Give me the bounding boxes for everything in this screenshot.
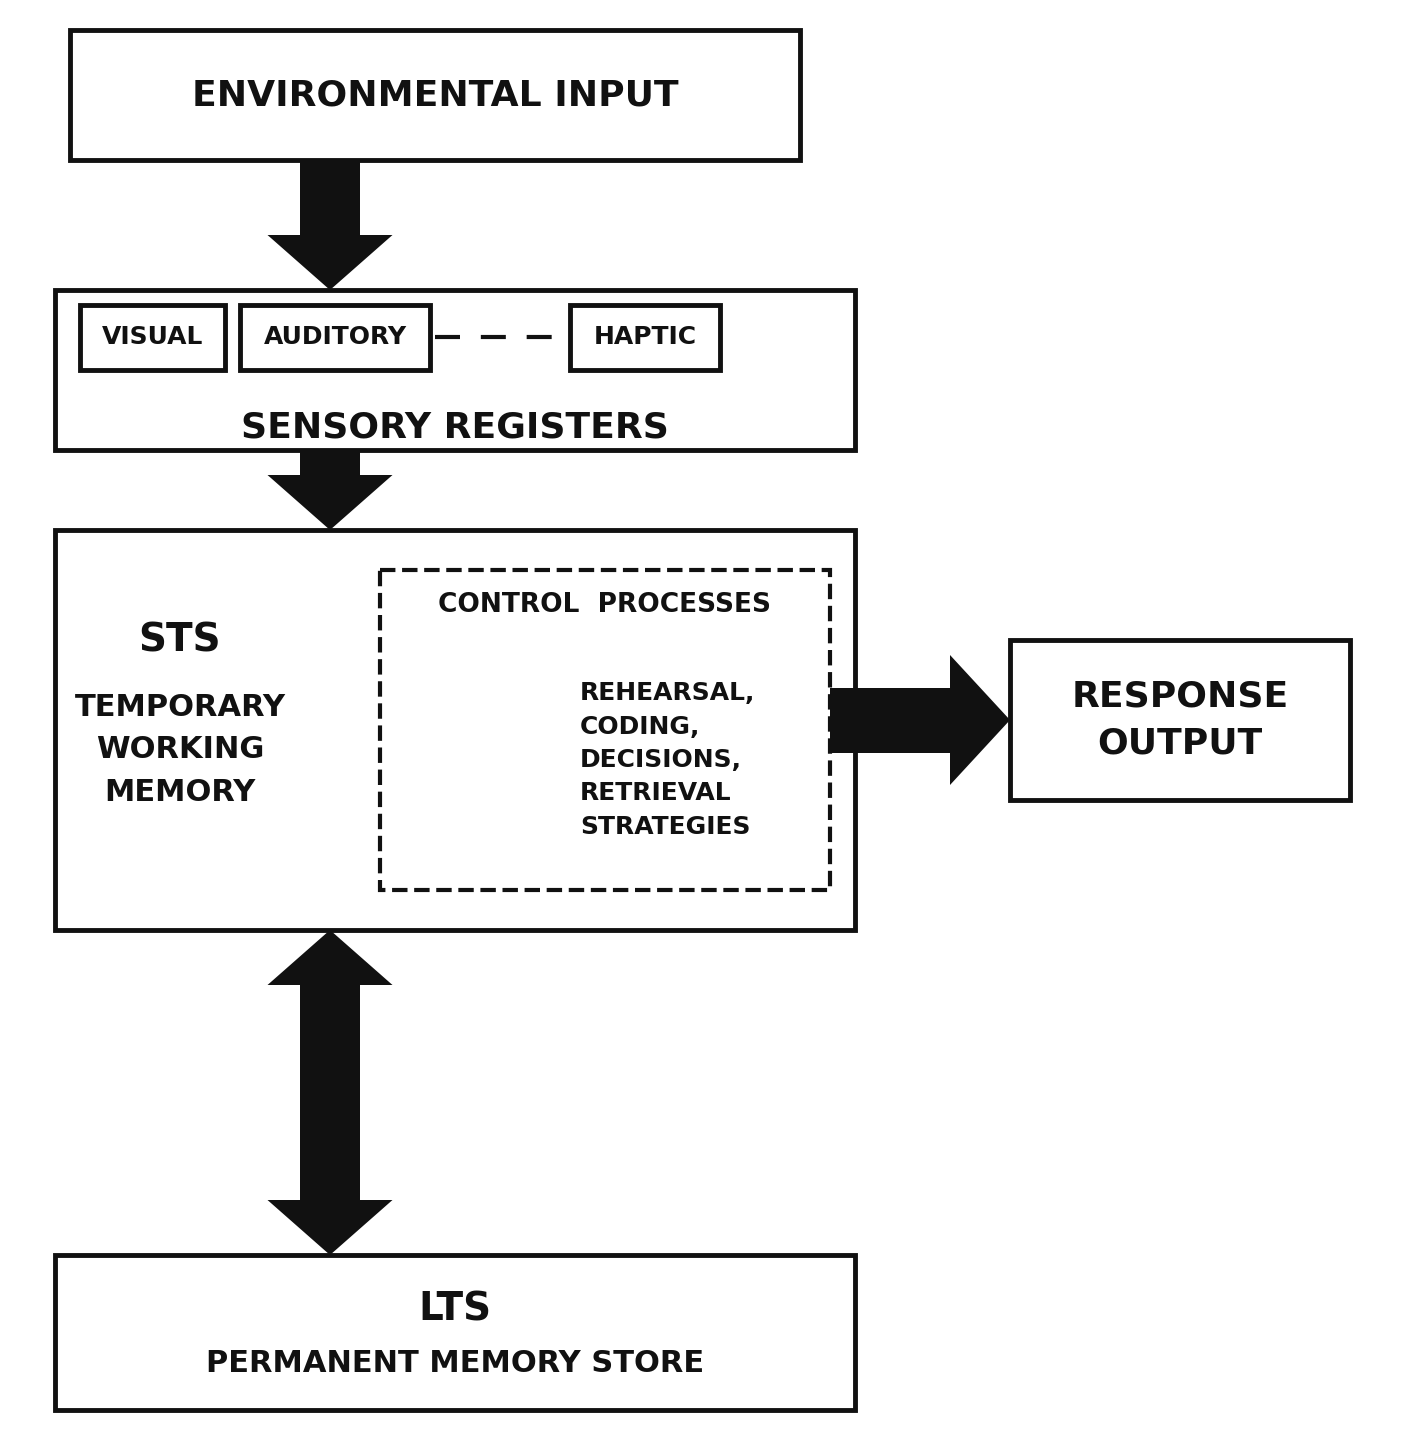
Bar	[380, 570, 830, 890]
Polygon shape	[268, 1200, 393, 1255]
Polygon shape	[830, 687, 951, 753]
Bar	[55, 290, 855, 450]
Text: LTS: LTS	[418, 1290, 492, 1328]
Polygon shape	[951, 655, 1009, 785]
Polygon shape	[268, 236, 393, 290]
Bar	[55, 530, 855, 930]
Text: HAPTIC: HAPTIC	[593, 326, 697, 349]
Text: PERMANENT MEMORY STORE: PERMANENT MEMORY STORE	[206, 1349, 704, 1378]
Text: VISUAL: VISUAL	[102, 326, 203, 349]
Text: AUDITORY: AUDITORY	[264, 326, 407, 349]
Bar	[1009, 639, 1350, 800]
Polygon shape	[300, 984, 360, 1200]
Text: SENSORY REGISTERS: SENSORY REGISTERS	[241, 411, 669, 445]
Bar	[571, 305, 721, 369]
Text: REHEARSAL,
CODING,
DECISIONS,
RETRIEVAL
STRATEGIES: REHEARSAL, CODING, DECISIONS, RETRIEVAL …	[580, 681, 756, 839]
Text: TEMPORARY
WORKING
MEMORY: TEMPORARY WORKING MEMORY	[74, 693, 286, 808]
Polygon shape	[268, 476, 393, 530]
Bar	[70, 30, 801, 160]
Text: RESPONSE
OUTPUT: RESPONSE OUTPUT	[1071, 680, 1288, 760]
Text: ENVIRONMENTAL INPUT: ENVIRONMENTAL INPUT	[192, 78, 679, 112]
Text: CONTROL  PROCESSES: CONTROL PROCESSES	[439, 592, 771, 618]
Polygon shape	[300, 160, 360, 236]
Polygon shape	[300, 450, 360, 476]
Bar	[80, 305, 224, 369]
Text: STS: STS	[139, 621, 222, 660]
Polygon shape	[268, 930, 393, 984]
Bar	[55, 1255, 855, 1410]
Bar	[240, 305, 430, 369]
